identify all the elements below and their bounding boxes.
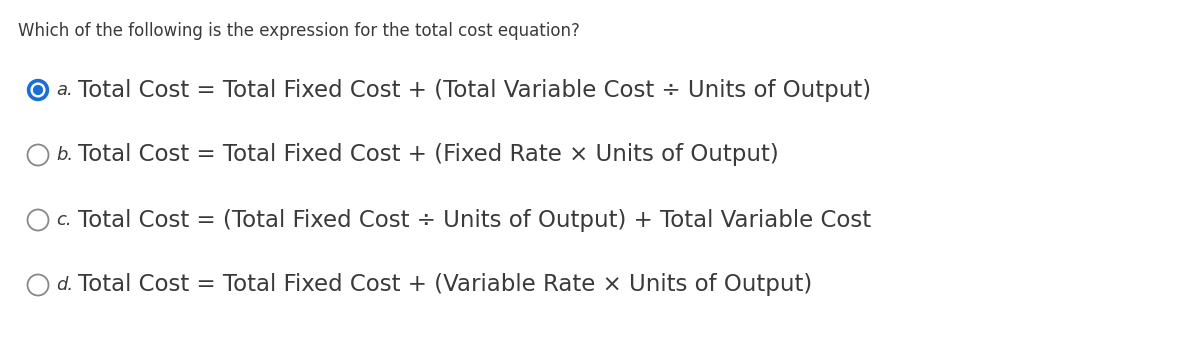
Text: Which of the following is the expression for the total cost equation?: Which of the following is the expression… (18, 22, 580, 40)
Text: b.: b. (56, 146, 73, 164)
Text: a.: a. (56, 81, 73, 99)
Ellipse shape (28, 80, 48, 101)
Text: Total Cost = Total Fixed Cost + (Total Variable Cost ÷ Units of Output): Total Cost = Total Fixed Cost + (Total V… (78, 79, 871, 101)
Text: Total Cost = Total Fixed Cost + (Fixed Rate × Units of Output): Total Cost = Total Fixed Cost + (Fixed R… (78, 144, 779, 166)
Text: c.: c. (56, 211, 72, 229)
Ellipse shape (34, 86, 42, 94)
Text: Total Cost = Total Fixed Cost + (Variable Rate × Units of Output): Total Cost = Total Fixed Cost + (Variabl… (78, 273, 812, 297)
Text: Total Cost = (Total Fixed Cost ÷ Units of Output) + Total Variable Cost: Total Cost = (Total Fixed Cost ÷ Units o… (78, 208, 871, 231)
Ellipse shape (31, 83, 44, 97)
Text: d.: d. (56, 276, 73, 294)
